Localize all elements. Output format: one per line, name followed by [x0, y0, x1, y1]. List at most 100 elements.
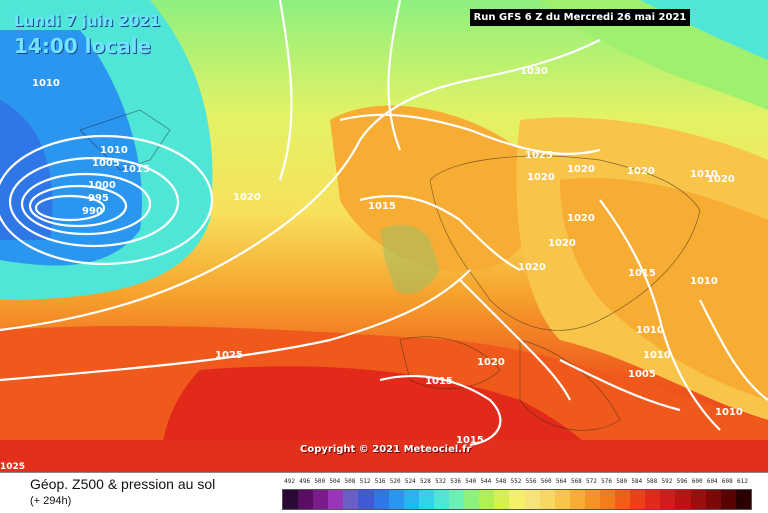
isobar-label: 1005 — [92, 158, 120, 169]
scale-swatch — [690, 490, 706, 509]
scale-swatch — [298, 490, 314, 509]
scale-swatch — [388, 490, 404, 509]
scale-tick-label: 592 — [661, 478, 673, 485]
isobar-label: 1010 — [690, 276, 718, 287]
isobar-label: 1020 — [233, 192, 261, 203]
isobar-label: 1010 — [690, 169, 718, 180]
scale-tick-label: 492 — [284, 478, 295, 485]
legend-title: Géop. Z500 & pression au sol — [30, 476, 216, 492]
isobar-label: 990 — [82, 206, 103, 217]
isobar-label: 1015 — [425, 376, 453, 387]
map-canvas — [0, 0, 768, 472]
scale-swatch — [358, 490, 374, 509]
scale-tick-label: 496 — [299, 478, 311, 485]
corner-pressure-label: 1025 — [0, 462, 26, 472]
scale-swatch — [433, 490, 450, 509]
scale-swatch — [449, 490, 465, 509]
scale-swatch — [328, 490, 344, 509]
scale-tick-label: 504 — [329, 478, 341, 485]
scale-swatch — [705, 490, 721, 509]
scale-swatch — [615, 490, 631, 509]
run-info-banner: Run GFS 6 Z du Mercredi 26 mai 2021 — [470, 9, 690, 26]
scale-swatch — [675, 490, 691, 509]
isobar-label: 1020 — [627, 166, 655, 177]
scale-tick-label: 548 — [495, 478, 507, 485]
isobar-label: 1020 — [567, 164, 595, 175]
scale-tick-label: 512 — [359, 478, 371, 485]
isobar-label: 1020 — [477, 357, 505, 368]
scale-swatch — [599, 490, 616, 509]
scale-tick-label: 576 — [601, 478, 612, 485]
scale-swatch — [313, 490, 329, 509]
scale-tick-label: 532 — [435, 478, 446, 485]
isobar-label: 1000 — [88, 180, 116, 191]
scale-tick-label: 612 — [737, 478, 748, 485]
scale-tick-label: 508 — [344, 478, 356, 485]
isobar-label: 1015 — [122, 164, 150, 175]
scale-swatch — [418, 490, 434, 509]
scale-swatch — [509, 490, 525, 509]
scale-tick-label: 588 — [646, 478, 658, 485]
color-scale-bar — [282, 489, 752, 510]
copyright-text: Copyright © 2021 Meteociel.fr — [300, 444, 472, 455]
legend-subtitle: (+ 294h) — [30, 495, 72, 507]
scale-swatch — [479, 490, 495, 509]
scale-tick-label: 608 — [721, 478, 733, 485]
scale-tick-label: 572 — [586, 478, 597, 485]
isobar-label: 1010 — [715, 407, 743, 418]
scale-swatch — [539, 490, 555, 509]
isobar-label: 1020 — [707, 174, 735, 185]
weather-map: Lundi 7 juin 2021 14:00 locale Run GFS 6… — [0, 0, 768, 472]
scale-tick-label: 516 — [374, 478, 386, 485]
isobar-label: 1025 — [215, 350, 243, 361]
color-scale-ticks: 492 496 500 504 508 512 516 520 524 528 532 536 540 5… — [282, 478, 750, 488]
forecast-date: Lundi 7 juin 2021 — [14, 12, 161, 30]
isobar-label: 1015 — [368, 201, 396, 212]
scale-tick-label: 604 — [706, 478, 718, 485]
forecast-time: 14:00 locale — [14, 34, 151, 58]
scale-tick-label: 596 — [676, 478, 688, 485]
scale-tick-label: 524 — [404, 478, 416, 485]
scale-tick-label: 568 — [570, 478, 582, 485]
isobar-label: 1020 — [567, 213, 595, 224]
scale-swatch — [584, 490, 600, 509]
isobar-label: 1030 — [520, 66, 548, 77]
scale-swatch — [660, 490, 676, 509]
isobar-label: 1010 — [636, 325, 664, 336]
scale-swatch — [720, 490, 736, 509]
isobar-label: 1010 — [32, 78, 60, 89]
scale-tick-label: 528 — [419, 478, 431, 485]
legend-panel: Géop. Z500 & pression au sol (+ 294h) 49… — [0, 472, 768, 513]
scale-swatch — [403, 490, 419, 509]
scale-swatch — [569, 490, 585, 509]
scale-tick-label: 584 — [631, 478, 643, 485]
isobar-label: 1015 — [628, 268, 656, 279]
scale-swatch — [735, 490, 751, 509]
isobar-label: 1015 — [456, 435, 484, 446]
scale-swatch — [464, 490, 480, 509]
isobar-label: 1020 — [548, 238, 576, 249]
scale-tick-label: 580 — [616, 478, 628, 485]
scale-tick-label: 600 — [691, 478, 703, 485]
scale-swatch — [630, 490, 646, 509]
scale-swatch — [524, 490, 540, 509]
scale-tick-label: 536 — [450, 478, 462, 485]
scale-tick-label: 556 — [525, 478, 537, 485]
scale-swatch — [554, 490, 570, 509]
scale-swatch — [373, 490, 389, 509]
scale-tick-label: 564 — [555, 478, 567, 485]
scale-swatch — [343, 490, 359, 509]
scale-tick-label: 540 — [465, 478, 477, 485]
scale-swatch — [494, 490, 510, 509]
scale-swatch — [283, 490, 299, 509]
scale-tick-label: 560 — [540, 478, 552, 485]
scale-tick-label: 552 — [510, 478, 522, 485]
scale-swatch — [645, 490, 661, 509]
isobar-label: 1005 — [628, 369, 656, 380]
isobar-label: 1020 — [518, 262, 546, 273]
scale-tick-label: 544 — [480, 478, 492, 485]
isobar-label: 995 — [88, 193, 109, 204]
isobar-label: 1025 — [525, 150, 553, 161]
scale-tick-label: 520 — [389, 478, 401, 485]
isobar-label: 1010 — [100, 145, 128, 156]
